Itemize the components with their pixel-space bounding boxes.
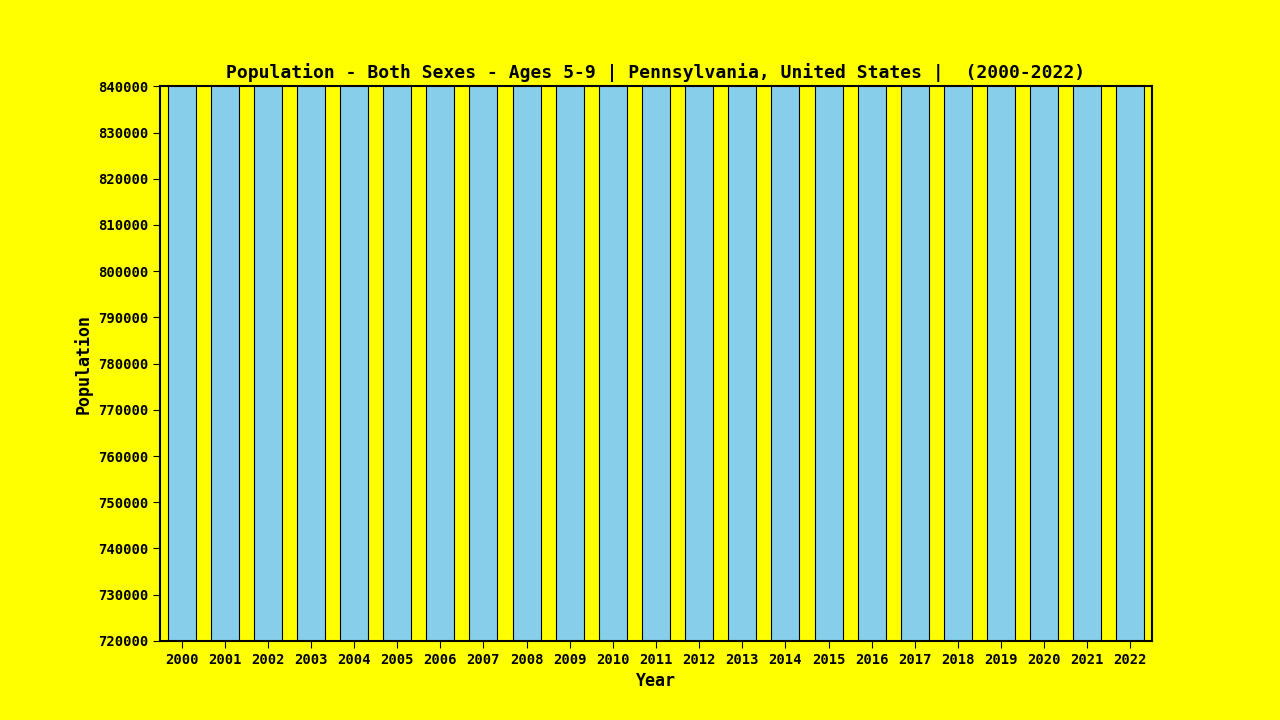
Bar [814,0,842,641]
Bar [901,0,929,641]
Bar [470,0,498,641]
Bar [1116,0,1144,641]
Bar [987,0,1015,641]
Bar [340,0,369,641]
Bar [1074,0,1101,641]
Bar [858,0,886,641]
Bar [643,0,669,641]
Bar [685,0,713,641]
Title: Population - Both Sexes - Ages 5-9 | Pennsylvania, United States |  (2000-2022): Population - Both Sexes - Ages 5-9 | Pen… [227,63,1085,82]
Bar [1030,0,1059,641]
Bar [772,0,800,641]
Bar [556,0,584,641]
Bar [211,0,238,641]
Bar [426,0,454,641]
Bar [599,0,627,641]
Bar [168,0,196,641]
Bar [943,0,972,641]
Y-axis label: Population: Population [73,314,92,413]
X-axis label: Year: Year [636,672,676,690]
Bar [253,0,282,641]
Bar [728,0,756,641]
Bar [512,0,540,641]
Bar [297,0,325,641]
Bar [383,0,411,641]
